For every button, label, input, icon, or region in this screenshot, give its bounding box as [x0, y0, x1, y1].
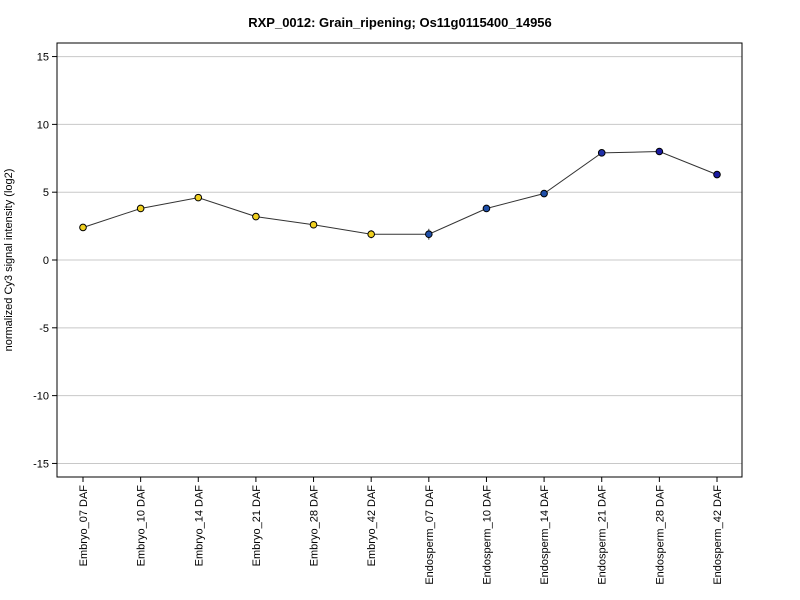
x-tick-label: Embryo_14 DAF [193, 485, 205, 567]
x-tick-label: Endosperm_14 DAF [539, 485, 551, 585]
x-tick-label: Embryo_28 DAF [309, 485, 321, 567]
data-point [79, 223, 87, 232]
data-point [425, 230, 433, 239]
x-tick-label: Endosperm_28 DAF [654, 485, 666, 585]
data-point [597, 149, 606, 157]
chart-title: RXP_0012: Grain_ripening; Os11g0115400_1… [248, 15, 552, 30]
y-axis: -15 -10 -5 0 5 10 15 [33, 52, 57, 470]
series-line [82, 150, 718, 235]
y-tick-label: 5 [43, 187, 49, 199]
y-tick-label: 10 [37, 119, 49, 131]
data-point [309, 220, 318, 229]
data-point [136, 204, 145, 213]
x-tick-label: Embryo_07 DAF [78, 485, 90, 567]
x-tick-label: Embryo_10 DAF [136, 485, 148, 567]
y-axis-label: normalized Cy3 signal intensity (log2) [3, 169, 15, 352]
y-tick-label: 0 [43, 255, 49, 267]
data-point [655, 147, 664, 156]
x-tick-label: Endosperm_10 DAF [481, 485, 493, 585]
x-tick-label: Embryo_42 DAF [366, 485, 378, 567]
grid-layer [57, 56, 742, 464]
y-tick-label: -10 [33, 391, 49, 403]
data-point [713, 170, 721, 179]
y-tick-label: -5 [39, 323, 49, 335]
y-tick-label: -15 [33, 458, 49, 470]
x-tick-label: Embryo_21 DAF [251, 485, 263, 567]
data-point [252, 212, 260, 221]
x-tick-label: Endosperm_21 DAF [597, 485, 609, 585]
y-tick-label: 15 [37, 52, 49, 64]
data-point [194, 193, 203, 202]
x-axis: Embryo_07 DAF Embryo_10 DAF Embryo_14 DAF E… [78, 477, 724, 585]
line-layer [82, 150, 718, 240]
x-tick-label: Endosperm_42 DAF [712, 485, 724, 585]
data-point [367, 230, 375, 239]
data-point [482, 204, 491, 213]
point-layer [79, 147, 721, 239]
x-tick-label: Endosperm_07 DAF [424, 485, 436, 585]
data-point [540, 189, 548, 198]
